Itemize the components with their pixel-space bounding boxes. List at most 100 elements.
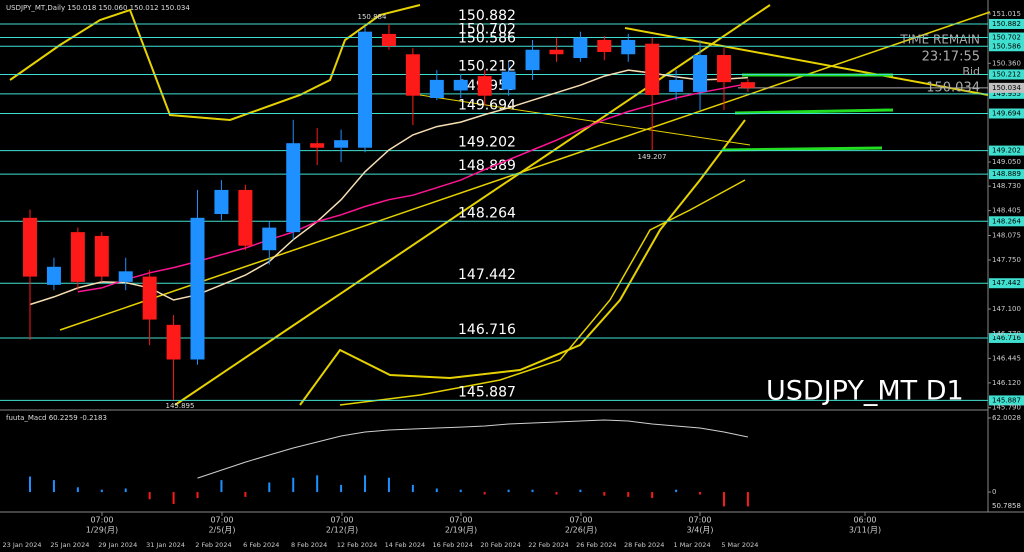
support-lines [721,73,894,152]
macd-histogram-bar [555,492,558,495]
candle-body [477,76,492,96]
level-axis-label: 150.212 [992,70,1021,78]
level-axis-box [989,18,1024,29]
macd-histogram-bar [340,484,343,493]
macd-line [197,419,749,479]
level-axis-label: 150.702 [992,34,1021,42]
candle-body [597,39,612,53]
macd-histogram-bar [124,488,127,493]
candle-body [716,55,731,83]
x-tick-label: 2 Feb 2024 [195,541,231,549]
candle-body [214,189,229,215]
level-label: 148.264 [458,205,516,221]
level-axis-label: 149.694 [992,110,1021,118]
level-axis-box [989,395,1024,406]
candle-body [358,31,373,148]
candle-body [669,79,684,92]
candle-body [262,227,277,251]
x-tick-label: 20 Feb 2024 [480,541,520,549]
week-date-label: 3/11(月) [849,526,881,535]
candle-body [381,33,396,46]
candle-body [405,54,420,96]
candle-body [693,55,708,92]
level-axis-box [989,216,1024,227]
x-tick-label: 6 Feb 2024 [243,541,279,549]
candle-body [621,39,636,55]
macd-histogram-bar [172,492,175,505]
moving-average [77,82,749,293]
level-label: 150.702 [458,22,516,38]
macd-histogram-bar [411,484,414,493]
support-line [721,146,883,152]
macd-histogram-bar [459,489,462,493]
macd-y-tick-label: 0 [992,488,996,496]
level-axis-label: 146.716 [992,334,1021,342]
level-axis-box [989,69,1024,80]
candle-body [573,37,588,59]
level-axis-label: 145.887 [992,396,1021,404]
candle-body [23,217,37,277]
week-date-label: 2/12(月) [326,526,358,535]
candle-body [525,49,540,71]
macd-histogram-bar [100,489,103,493]
level-label: 150.586 [458,30,516,46]
macd-histogram-bar [651,492,654,499]
candle-body [549,49,564,55]
macd-histogram-bar [268,482,271,493]
y-tick-label: 147.750 [992,256,1021,264]
y-tick-label: 148.405 [992,207,1021,215]
price-mark-label: 150.884 [358,13,387,21]
week-time-label: 07:00 [449,516,472,525]
candle-body [310,143,325,148]
week-date-label: 2/5(月) [208,526,235,535]
y-tick-label: 149.050 [992,158,1021,166]
candle-body [286,143,301,233]
candle-body [70,232,85,282]
x-tick-label: 31 Jan 2024 [146,541,185,549]
macd-title: fuuta_Macd 60.2259 -0.2183 [6,414,107,422]
x-tick-label: 12 Feb 2024 [337,541,377,549]
current-price-box [989,82,1024,93]
y-tick-label: 148.730 [992,182,1021,190]
y-tick-label: 148.075 [992,232,1021,240]
level-label: 146.716 [458,322,516,338]
macd-y-tick-label: 62.0028 [992,414,1021,422]
info-title: TIME REMAIN [899,33,980,47]
level-axis-box [989,169,1024,180]
x-tick-label: 5 Mar 2024 [721,541,758,549]
y-tick-label: 146.120 [992,379,1021,387]
level-axis-label: 149.202 [992,147,1021,155]
week-date-label: 3/4(月) [686,526,713,535]
y-tick-label: 146.770 [992,330,1021,338]
candle-body [334,140,349,148]
macd-bottom-label: 50.7858 [992,502,1021,510]
macd-histogram-bar [435,488,438,493]
level-axis-label: 150.586 [992,42,1021,50]
week-time-label: 07:00 [210,516,233,525]
week-date-label: 1/29(月) [86,526,118,535]
week-date-label: 2/26(月) [565,526,597,535]
macd-histogram-bar [244,492,247,497]
macd-histogram-bar [220,480,223,493]
x-tick-label: 25 Jan 2024 [50,541,89,549]
candle-body [453,79,468,91]
level-axis-box [989,41,1024,52]
candle-body [166,324,181,360]
week-time-label: 07:00 [90,516,113,525]
level-label: 149.202 [458,135,516,151]
x-tick-label: 14 Feb 2024 [385,541,425,549]
current-price-label: 150.034 [992,84,1021,92]
x-tick-label: 29 Jan 2024 [98,541,137,549]
level-label: 150.882 [458,8,516,24]
macd-histogram-bar [196,492,199,499]
info-price: 150.034 [926,81,980,96]
x-tick-label: 1 Mar 2024 [674,541,711,549]
week-time-label: 07:00 [330,516,353,525]
trendline [59,11,991,331]
macd-histogram-bar [29,476,31,493]
level-axis-box [989,278,1024,289]
candle-body [118,271,133,282]
candle-body [429,79,444,98]
